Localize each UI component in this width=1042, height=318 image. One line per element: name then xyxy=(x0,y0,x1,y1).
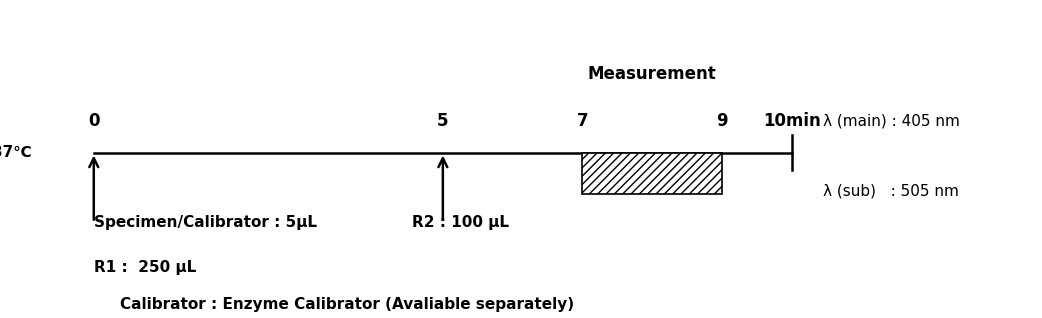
Text: 10min: 10min xyxy=(763,112,821,130)
Bar xyxy=(582,153,722,194)
Text: 9: 9 xyxy=(716,112,728,130)
Text: 7: 7 xyxy=(576,112,589,130)
Text: 5: 5 xyxy=(437,112,449,130)
Text: 37℃: 37℃ xyxy=(0,145,31,160)
Text: R2 : 100 μL: R2 : 100 μL xyxy=(412,215,508,230)
Text: 0: 0 xyxy=(88,112,100,130)
Text: λ (sub)   : 505 nm: λ (sub) : 505 nm xyxy=(823,183,959,198)
Text: Specimen/Calibrator : 5μL: Specimen/Calibrator : 5μL xyxy=(94,215,317,230)
Text: Calibrator : Enzyme Calibrator (Avaliable separately): Calibrator : Enzyme Calibrator (Avaliabl… xyxy=(120,297,574,312)
Text: Measurement: Measurement xyxy=(588,65,717,83)
Text: R1 :  250 μL: R1 : 250 μL xyxy=(94,259,196,275)
Text: λ (main) : 405 nm: λ (main) : 405 nm xyxy=(823,113,960,128)
